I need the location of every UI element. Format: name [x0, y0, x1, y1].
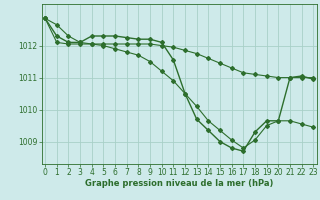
X-axis label: Graphe pression niveau de la mer (hPa): Graphe pression niveau de la mer (hPa) [85, 179, 273, 188]
